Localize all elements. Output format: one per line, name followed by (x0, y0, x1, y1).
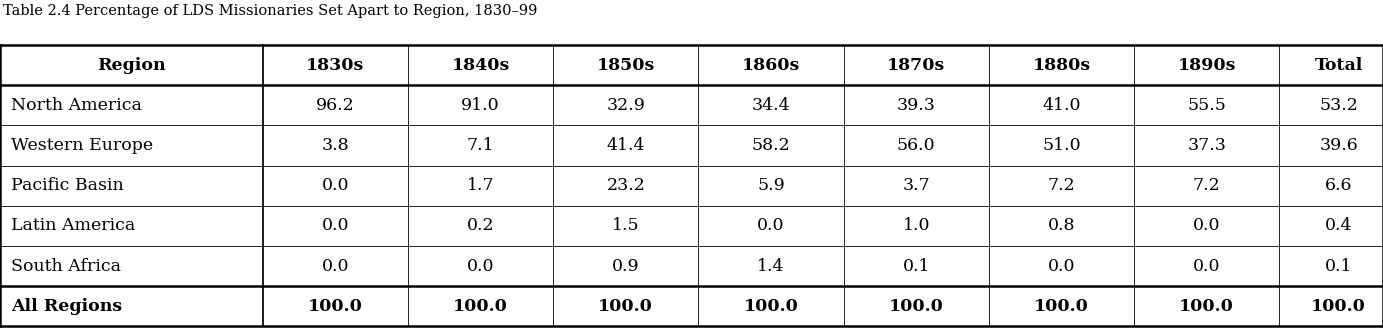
Text: 0.9: 0.9 (613, 257, 639, 274)
Text: 0.0: 0.0 (467, 257, 494, 274)
Text: 1830s: 1830s (306, 57, 365, 74)
Text: 3.8: 3.8 (322, 137, 349, 154)
Text: 7.2: 7.2 (1047, 177, 1076, 194)
Text: 96.2: 96.2 (315, 97, 355, 114)
Text: Pacific Basin: Pacific Basin (11, 177, 124, 194)
Text: 1840s: 1840s (451, 57, 510, 74)
Text: 6.6: 6.6 (1325, 177, 1353, 194)
Text: 100.0: 100.0 (889, 298, 943, 315)
Text: 0.0: 0.0 (1194, 217, 1220, 234)
Text: Region: Region (97, 57, 166, 74)
Text: 55.5: 55.5 (1187, 97, 1227, 114)
Text: 100.0: 100.0 (599, 298, 653, 315)
Text: 39.3: 39.3 (896, 97, 936, 114)
Text: 3.7: 3.7 (902, 177, 931, 194)
Text: South Africa: South Africa (11, 257, 122, 274)
Text: 0.1: 0.1 (903, 257, 929, 274)
Text: 1870s: 1870s (887, 57, 946, 74)
Text: 1.0: 1.0 (903, 217, 929, 234)
Text: 0.0: 0.0 (322, 177, 349, 194)
Text: 1890s: 1890s (1177, 57, 1236, 74)
Text: 53.2: 53.2 (1319, 97, 1358, 114)
Text: North America: North America (11, 97, 142, 114)
Text: 1850s: 1850s (596, 57, 656, 74)
Text: All Regions: All Regions (11, 298, 122, 315)
Text: 1.5: 1.5 (613, 217, 639, 234)
Text: 0.4: 0.4 (1325, 217, 1353, 234)
Text: 41.4: 41.4 (607, 137, 644, 154)
Text: 0.1: 0.1 (1325, 257, 1353, 274)
Text: 0.0: 0.0 (1194, 257, 1220, 274)
Text: Western Europe: Western Europe (11, 137, 154, 154)
Text: 7.1: 7.1 (467, 137, 494, 154)
Text: Total: Total (1315, 57, 1362, 74)
Text: 0.0: 0.0 (1048, 257, 1075, 274)
Text: 5.9: 5.9 (757, 177, 786, 194)
Text: 23.2: 23.2 (606, 177, 646, 194)
Text: 34.4: 34.4 (752, 97, 790, 114)
Text: 100.0: 100.0 (308, 298, 362, 315)
Text: 100.0: 100.0 (1034, 298, 1088, 315)
Text: 1880s: 1880s (1032, 57, 1091, 74)
Text: 51.0: 51.0 (1043, 137, 1080, 154)
Text: 0.0: 0.0 (322, 217, 349, 234)
Text: 0.0: 0.0 (758, 217, 784, 234)
Text: 41.0: 41.0 (1043, 97, 1080, 114)
Text: 91.0: 91.0 (462, 97, 499, 114)
Text: 56.0: 56.0 (898, 137, 935, 154)
Text: 32.9: 32.9 (606, 97, 646, 114)
Text: 37.3: 37.3 (1187, 137, 1227, 154)
Text: Latin America: Latin America (11, 217, 136, 234)
Text: Table 2.4 Percentage of LDS Missionaries Set Apart to Region, 1830–99: Table 2.4 Percentage of LDS Missionaries… (3, 4, 537, 18)
Text: 100.0: 100.0 (1180, 298, 1234, 315)
Text: 1.7: 1.7 (467, 177, 494, 194)
Text: 100.0: 100.0 (454, 298, 508, 315)
Text: 7.2: 7.2 (1192, 177, 1221, 194)
Text: 1.4: 1.4 (758, 257, 784, 274)
Text: 0.0: 0.0 (322, 257, 349, 274)
Text: 58.2: 58.2 (751, 137, 791, 154)
Text: 1860s: 1860s (741, 57, 801, 74)
Text: 0.8: 0.8 (1048, 217, 1075, 234)
Text: 100.0: 100.0 (744, 298, 798, 315)
Text: 39.6: 39.6 (1319, 137, 1358, 154)
Text: 100.0: 100.0 (1311, 298, 1366, 315)
Text: 0.2: 0.2 (467, 217, 494, 234)
